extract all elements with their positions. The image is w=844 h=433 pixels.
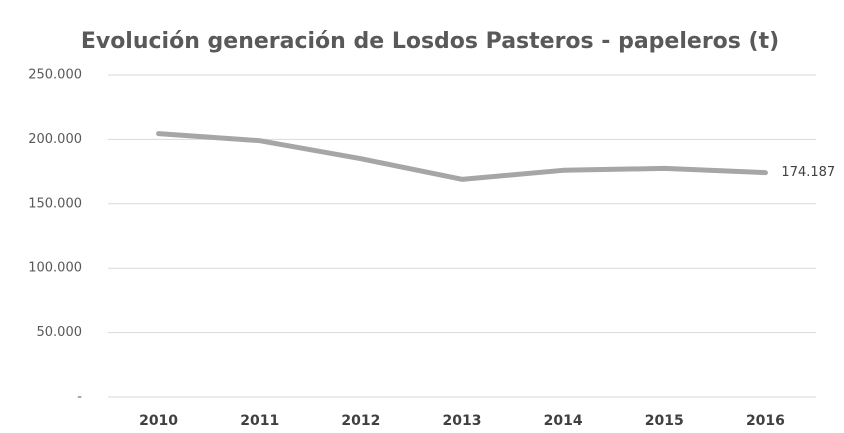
x-tick-label: 2015 [645, 413, 684, 429]
x-tick-label: 2010 [139, 413, 178, 429]
x-tick-label: 2013 [443, 413, 482, 429]
x-tick-label: 2016 [746, 413, 785, 429]
y-tick-label: - [77, 390, 82, 405]
y-tick-label: 250.000 [28, 68, 82, 83]
y-tick-label: 100.000 [28, 261, 82, 276]
chart-title: Evolución generación de Losdos Pasteros … [81, 29, 779, 54]
y-tick-label: 50.000 [37, 325, 83, 340]
y-tick-label: 200.000 [28, 132, 82, 147]
x-tick-label: 2014 [544, 413, 583, 429]
y-tick-label: 150.000 [28, 196, 82, 211]
line [156, 131, 768, 182]
x-tick-label: 2012 [341, 413, 380, 429]
x-tick-label: 2011 [240, 413, 279, 429]
data-label: 174.187 [781, 165, 835, 180]
